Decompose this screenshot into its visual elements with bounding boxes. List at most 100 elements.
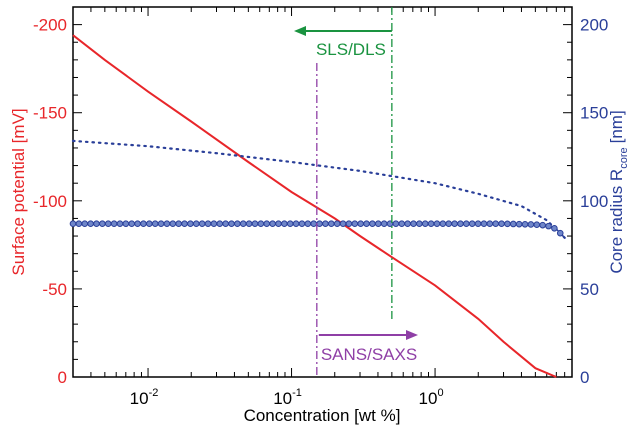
core-radius-marker [480,220,488,228]
core-radius-marker [345,220,353,228]
core-radius-marker [451,220,458,228]
core-radius-marker [157,220,165,228]
core-radius-marker [310,220,317,228]
core-radius-marker [93,220,100,228]
core-radius-marker [445,220,453,228]
core-radius-marker [398,220,406,228]
core-radius-marker [104,220,112,228]
y-left-tick-label: -100 [33,192,67,211]
core-radius-marker [416,220,423,228]
core-radius-marker [257,220,265,228]
core-radius-marker [216,220,224,228]
core-radius-marker [322,220,329,228]
core-radius-marker [551,224,558,232]
core-radius-marker [369,220,376,228]
x-axis-label: Concentration [wt %] [244,406,401,425]
core-radius-marker [351,220,359,228]
core-radius-marker [410,220,417,228]
core-radius-marker [527,221,535,228]
sans-saxs-arrowhead [406,330,418,340]
core-radius-marker [286,220,294,228]
core-radius-marker [163,220,171,228]
plot-frame [72,6,573,378]
core-radius-marker [228,220,235,228]
core-radius-marker [556,229,564,237]
core-radius-marker [304,220,312,228]
core-radius-marker [128,220,136,228]
core-radius-marker [292,220,300,228]
x-tick-exponent: -2 [149,387,159,399]
core-radius-marker [245,220,253,228]
core-radius-marker [134,220,141,228]
core-radius-marker [234,220,241,228]
core-radius-marker [281,220,288,228]
y-right-tick-label: 50 [580,280,599,299]
core-radius-marker [439,220,447,228]
core-radius-marker [81,220,89,228]
annotations-layer: SLS/DLS SANS/SAXS [294,7,418,377]
y-left-tick-label: -200 [33,16,67,35]
core-radius-marker [521,221,529,228]
core-radius-marker [457,220,464,228]
core-radius-marker [175,220,182,228]
y-axis-right-label-unit: [nm] [607,110,626,143]
core-radius-marker [75,220,83,228]
core-radius-marker [69,220,77,228]
surface-potential-line [72,34,557,378]
core-radius-marker [374,220,382,228]
y-left-tick-label: -150 [33,104,67,123]
y-right-tick-label: 150 [580,104,608,123]
x-tick-base: 10 [419,389,438,408]
core-radius-marker [427,220,435,228]
sans-saxs-label: SANS/SAXS [321,345,417,364]
core-radius-marker [328,220,335,228]
core-radius-marker [380,220,388,228]
core-radius-marker [533,221,541,229]
y-right-tick-label: 200 [580,16,608,35]
core-radius-marker [498,220,505,228]
core-radius-marker [122,220,130,228]
x-tick-label: 10-2 [130,387,159,408]
core-radius-marker [251,220,259,228]
core-radius-marker [204,220,212,228]
core-radius-marker [504,220,511,228]
y-right-tick-label: 100 [580,192,608,211]
core-radius-marker [222,220,229,228]
core-radius-marker [192,220,200,228]
core-radius-marker [210,220,218,228]
core-radius-marker [363,220,370,228]
y-axis-right-label-main: Core radius R [607,169,626,274]
core-radius-marker [263,220,271,228]
core-radius-marker [404,220,411,228]
core-radius-marker [486,220,494,228]
core-radius-marker [392,220,400,228]
y-left-tick-label: 0 [58,368,67,387]
core-radius-marker [275,220,282,228]
sls-dls-label: SLS/DLS [316,40,386,59]
core-radius-dotted-line [71,139,566,239]
x-tick-label: 100 [419,387,444,408]
core-radius-marker [181,220,188,228]
core-radius-marker [421,220,429,228]
core-radius-marker [339,220,347,228]
core-radius-marker [116,220,124,228]
core-radius-marker [433,220,441,228]
x-tick-base: 10 [130,389,149,408]
core-radius-marker [87,220,94,228]
core-radius-marker [539,221,546,229]
sls-dls-arrowhead [294,26,306,36]
core-radius-marker [187,220,194,228]
core-radius-marker [198,220,206,228]
ticks-layer [72,7,573,378]
x-tick-label: 10-1 [273,387,302,408]
x-tick-base: 10 [273,389,292,408]
core-radius-marker [357,220,364,228]
y-right-tick-label: 0 [580,368,589,387]
core-radius-marker [333,220,341,228]
series-layer [69,34,566,378]
core-radius-marker [269,220,276,228]
core-radius-marker [509,220,517,228]
core-radius-marker [151,220,159,228]
